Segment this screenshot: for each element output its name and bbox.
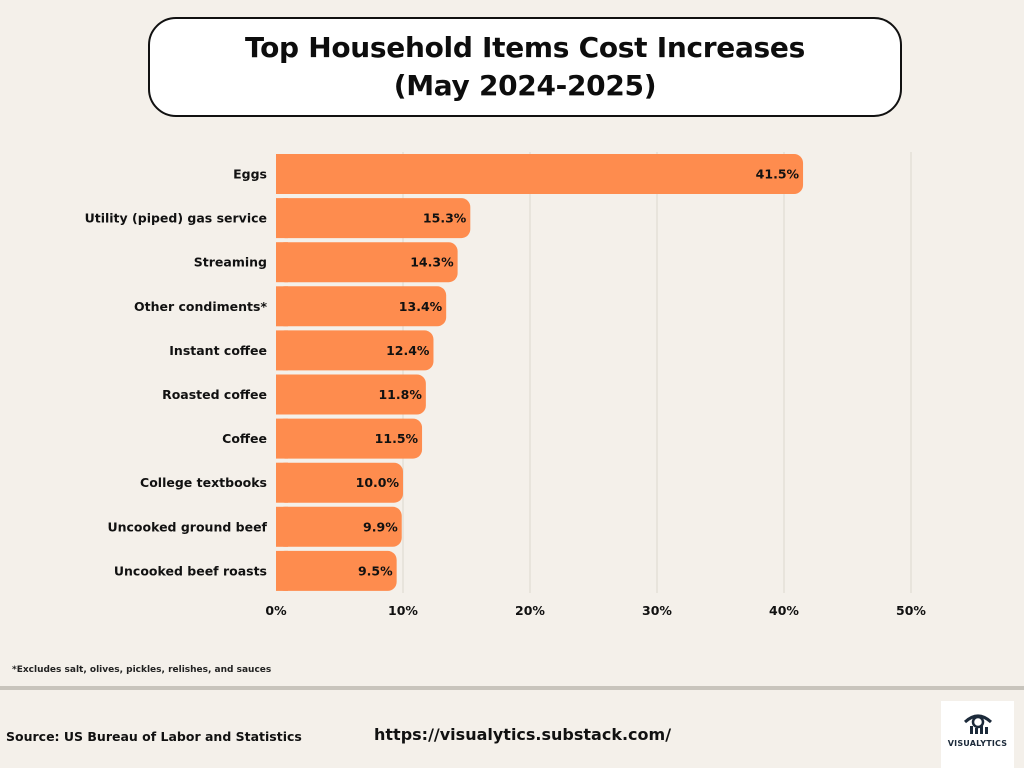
bar-0 xyxy=(276,154,804,194)
bar-5 xyxy=(276,374,426,415)
bar-chart: Eggs 41.5% Utility (piped) gas service 15.3… xyxy=(85,152,926,618)
value-label: 11.5% xyxy=(375,431,419,446)
value-label: 14.3% xyxy=(410,255,454,270)
footer-divider xyxy=(0,686,1024,690)
x-tick-label: 30% xyxy=(642,603,672,618)
bar-4 xyxy=(276,330,434,371)
title-box: Top Household Items Cost Increases (May … xyxy=(148,17,902,117)
value-label: 41.5% xyxy=(756,167,800,182)
value-label: 11.8% xyxy=(378,387,422,402)
substack-link[interactable]: https://visualytics.substack.com/ xyxy=(374,725,672,744)
x-tick-label: 50% xyxy=(896,603,926,618)
category-label: College textbooks xyxy=(140,475,267,490)
eye-chart-icon xyxy=(963,714,992,734)
bar-edge-7 xyxy=(276,462,288,503)
bar-edge-8 xyxy=(276,506,288,547)
bar-edge-1 xyxy=(276,198,288,239)
value-label: 12.4% xyxy=(386,343,430,358)
category-label: Instant coffee xyxy=(169,343,267,358)
bar-edge-3 xyxy=(276,286,288,327)
category-label: Eggs xyxy=(233,167,267,182)
bar-edge-2 xyxy=(276,242,288,283)
bar-edge-4 xyxy=(276,330,288,371)
source-text: Source: US Bureau of Labor and Statistic… xyxy=(6,729,302,744)
chart-title-line-2: (May 2024-2025) xyxy=(393,69,657,102)
value-label: 15.3% xyxy=(423,211,467,226)
value-label: 9.9% xyxy=(363,519,398,534)
value-label: 13.4% xyxy=(399,299,443,314)
bar-9 xyxy=(276,550,397,591)
x-tick-label: 20% xyxy=(515,603,545,618)
value-label: 10.0% xyxy=(356,475,400,490)
visualytics-logo: VISUALYTICS xyxy=(941,701,1014,768)
category-label: Roasted coffee xyxy=(162,387,267,402)
chart-title-line-1: Top Household Items Cost Increases xyxy=(245,31,805,64)
bar-1 xyxy=(276,198,471,239)
bar-edge-9 xyxy=(276,550,288,591)
category-label: Uncooked beef roasts xyxy=(114,563,267,578)
footnote: *Excludes salt, olives, pickles, relishe… xyxy=(12,665,272,675)
bar-8 xyxy=(276,506,402,547)
category-label: Uncooked ground beef xyxy=(107,519,267,534)
category-label: Coffee xyxy=(222,431,267,446)
category-label: Utility (piped) gas service xyxy=(85,211,267,226)
category-label: Streaming xyxy=(194,255,267,270)
bar-6 xyxy=(276,418,423,459)
bar-edge-5 xyxy=(276,374,288,415)
bar-edge-0 xyxy=(276,154,288,194)
logo-text: VISUALYTICS xyxy=(947,739,1008,748)
x-tick-label: 40% xyxy=(769,603,799,618)
x-tick-label: 10% xyxy=(388,603,418,618)
category-label: Other condiments* xyxy=(134,299,267,314)
bar-7 xyxy=(276,462,403,503)
bar-3 xyxy=(276,286,447,327)
x-tick-label: 0% xyxy=(265,603,287,618)
bar-edge-6 xyxy=(276,418,288,459)
bar-2 xyxy=(276,242,458,283)
value-label: 9.5% xyxy=(358,563,393,578)
